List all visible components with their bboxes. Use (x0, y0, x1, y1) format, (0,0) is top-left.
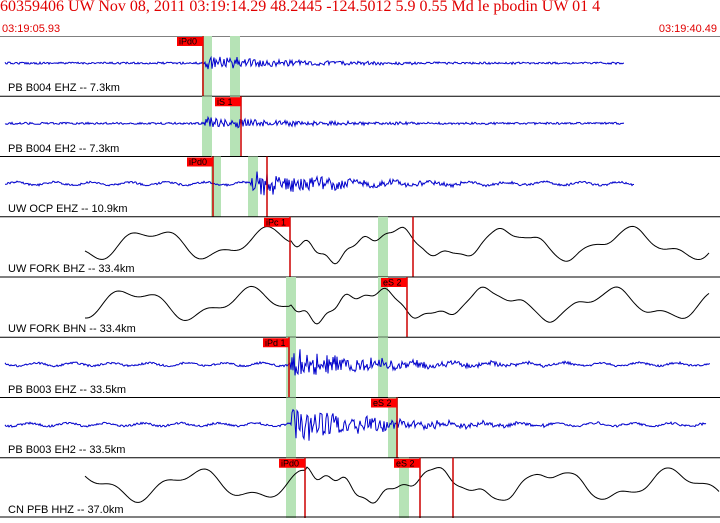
pick-window (388, 397, 398, 458)
pick-window (286, 457, 296, 518)
pick-box (263, 338, 289, 348)
pick-window (230, 36, 240, 97)
pick-label: eS 2 (383, 278, 402, 288)
channel-label: PB B004 EHZ -- 7.3km (8, 82, 120, 95)
channel-label: PB B004 EH2 -- 7.3km (8, 142, 120, 155)
pick-window (378, 277, 388, 338)
pick-window (286, 277, 296, 338)
pick-window (211, 156, 221, 217)
pick-box (371, 398, 397, 408)
pick-window (399, 457, 409, 518)
waveform-trace (4, 55, 625, 70)
pick-label: iPd 1 (265, 338, 286, 348)
channel-label: PB B003 EHZ -- 33.5km (8, 383, 126, 396)
start-time: 03:19:05.93 (2, 23, 61, 35)
waveform-trace (4, 408, 707, 441)
waveform-trace (4, 349, 711, 376)
pick-window (202, 96, 212, 157)
waveform-trace (85, 285, 710, 325)
event-title: 60359406 UW Nov 08, 2011 03:19:14.29 48.… (0, 0, 601, 15)
waveform-trace (84, 225, 710, 265)
pick-label: iS 1 (217, 97, 233, 107)
pick-box (394, 458, 420, 468)
channel-label: CN PFB HHZ -- 37.0km (8, 504, 124, 516)
channel-label: PB B003 EH2 -- 33.5km (8, 443, 126, 456)
pick-box (187, 157, 213, 167)
channel-label: UW FORK BHN -- 33.4km (8, 323, 136, 336)
pick-label: eS 2 (396, 458, 415, 468)
pick-window (378, 216, 388, 277)
pick-label: iPd0 (281, 458, 299, 468)
pick-window (230, 96, 240, 157)
waveform-trace (4, 115, 625, 129)
seismogram-panel[interactable]: iPd0 iS 1 iPd0 iPc 1 eS 2 iPd 1 eS 2 iPd0 eS 2 P… (0, 35, 720, 518)
pick-label: iPd0 (189, 157, 207, 167)
pick-box (264, 217, 290, 227)
pick-box (279, 458, 305, 468)
pick-label: iPc 1 (266, 217, 286, 227)
seismogram-traces[interactable]: iPd0 iS 1 iPd0 iPc 1 eS 2 iPd 1 eS 2 iPd0 eS 2 (0, 35, 720, 518)
pick-box (215, 97, 241, 107)
pick-window (286, 397, 296, 458)
channel-label: UW OCP EHZ -- 10.9km (8, 202, 128, 215)
waveform-trace (84, 466, 720, 504)
pick-window (378, 337, 388, 398)
waveform-trace (4, 171, 635, 196)
end-time: 03:19:40.49 (658, 23, 717, 35)
channel-label: UW FORK BHZ -- 33.4km (8, 263, 135, 275)
pick-label: iPd0 (179, 37, 197, 47)
pick-box (381, 278, 407, 287)
pick-box (177, 37, 203, 46)
pick-label: eS 2 (373, 398, 392, 408)
